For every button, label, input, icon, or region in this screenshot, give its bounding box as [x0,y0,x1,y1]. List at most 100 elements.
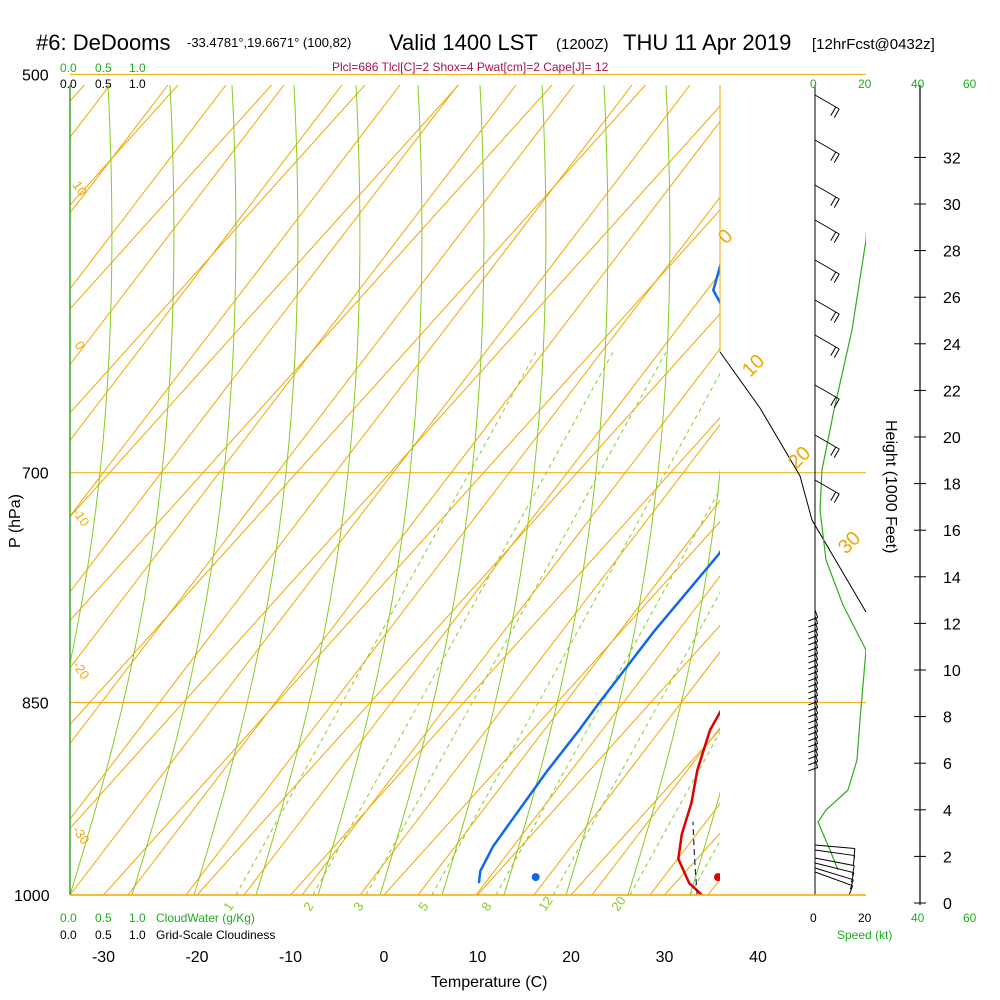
svg-text:0.0: 0.0 [60,911,77,925]
height-tick-label: 14 [943,570,961,587]
svg-text:20: 20 [858,911,872,925]
dry-adiabat-line [70,85,459,593]
height-tick-label: 22 [943,383,961,400]
dry-adiabat-line [70,85,575,745]
isotherm-label: 30 [834,527,865,558]
wind-barb [814,687,819,696]
temperature-tick-label: 40 [749,949,767,966]
isotherm-label: -10 [70,505,93,529]
isotherm-line [103,209,720,895]
height-tick-label: 2 [943,849,952,866]
dry-adiabat-line [70,85,691,895]
mixing-ratio-line [235,351,537,895]
series-line-dewpoint [477,261,720,884]
surface-dewpoint-point [531,873,540,882]
moist-adiabat-line [193,85,299,895]
mixing-ratio-label: 12 [535,893,556,913]
wind-barb [814,615,819,624]
height-tick-label: 4 [943,803,952,820]
wind-barb [814,299,840,315]
wind-barb-flag [849,879,854,890]
dry-adiabat-line [70,85,517,669]
moist-adiabat-line [565,85,671,895]
station-title: #6: DeDooms [36,30,171,55]
wind-barb [814,675,819,684]
isotherm-label: 0 [714,225,737,248]
isotherm-line [290,417,720,895]
svg-text:1.0: 1.0 [129,77,146,91]
dry-adiabat-line [301,348,720,895]
height-tick-label: 10 [943,663,961,680]
wind-barb [814,844,855,849]
temperature-tick-label: -30 [92,949,115,966]
wind-barb-flag [850,872,855,883]
dry-adiabat-line [533,651,720,895]
isotherm-line [0,0,739,895]
isotherm-line [70,85,553,622]
wind-barbs [808,94,856,896]
wind-barb [814,871,853,887]
svg-text:60: 60 [963,77,977,91]
wind-barb [814,434,840,450]
wind-barb [814,699,819,708]
svg-text:0.0: 0.0 [60,61,77,75]
moist-adiabat-line [503,85,609,895]
isotherm-line [196,313,720,895]
pressure-axis-label: P (hPa) [7,494,24,548]
isotherm-line [70,105,720,830]
wind-barb [814,741,819,750]
wind-barb-flag [830,396,837,406]
temperature-tick-label: -10 [279,949,302,966]
wind-barb [814,639,819,648]
height-tick-label: 8 [943,710,952,727]
sounding-series [477,261,720,895]
wind-barb-flag [851,865,855,876]
isotherm-line [570,728,720,895]
isotherm-line [70,85,366,414]
svg-text:0.0: 0.0 [60,928,77,942]
dry-adiabat-line [185,196,720,895]
wind-barb-flag [833,153,840,163]
moist-adiabat-line [627,467,720,895]
wind-barb [814,259,840,275]
wind-barb [814,657,819,666]
wind-barb-flag [833,313,840,323]
series-line-temperature [677,709,720,895]
isotherm-line [70,85,647,726]
svg-text:1.0: 1.0 [129,61,146,75]
isotherm-label: 10 [70,178,91,198]
wind-barb [814,651,819,660]
speed-axis: 0 20 40 60 0 20 40 60 Speed (kt) [810,77,977,942]
wind-barb [814,621,819,630]
height-tick-label: 32 [943,150,961,167]
mixing-ratio-line [552,591,720,895]
svg-text:40: 40 [911,911,925,925]
forecast-info: [12hrFcst@0432z] [812,36,935,53]
wind-barb-flag [830,106,837,116]
wind-barb [814,184,840,200]
isotherm-label: 10 [738,350,769,381]
isotherm-line [70,85,460,518]
wind-barb-flag [808,767,818,772]
wind-barb [814,139,840,155]
wind-barb-flag [833,448,840,458]
isotherm-label: -30 [70,823,93,847]
pressure-axis: 2503004005007008501000 [14,67,50,905]
moist-adiabat-line [70,85,113,666]
cloudiness-label: Grid-Scale Cloudiness [156,928,275,942]
dry-adiabat-line [127,120,720,895]
height-tick-label: 28 [943,244,961,261]
wind-barb [814,759,819,768]
wind-speed-panel [814,85,866,895]
wind-barb-flag [833,493,840,503]
height-tick-label: 24 [943,337,961,354]
pressure-tick-label: 500 [22,67,49,84]
wind-barb [814,627,819,636]
isotherm-line [945,0,1000,895]
cloudwater-scale-top: 0.0 0.5 1.0 0.0 0.5 1.0 [60,61,146,91]
wind-barb-flag [833,348,840,358]
wind-barb [814,669,819,678]
height-tick-label: 6 [943,756,952,773]
height-tick-label: 12 [943,616,961,633]
